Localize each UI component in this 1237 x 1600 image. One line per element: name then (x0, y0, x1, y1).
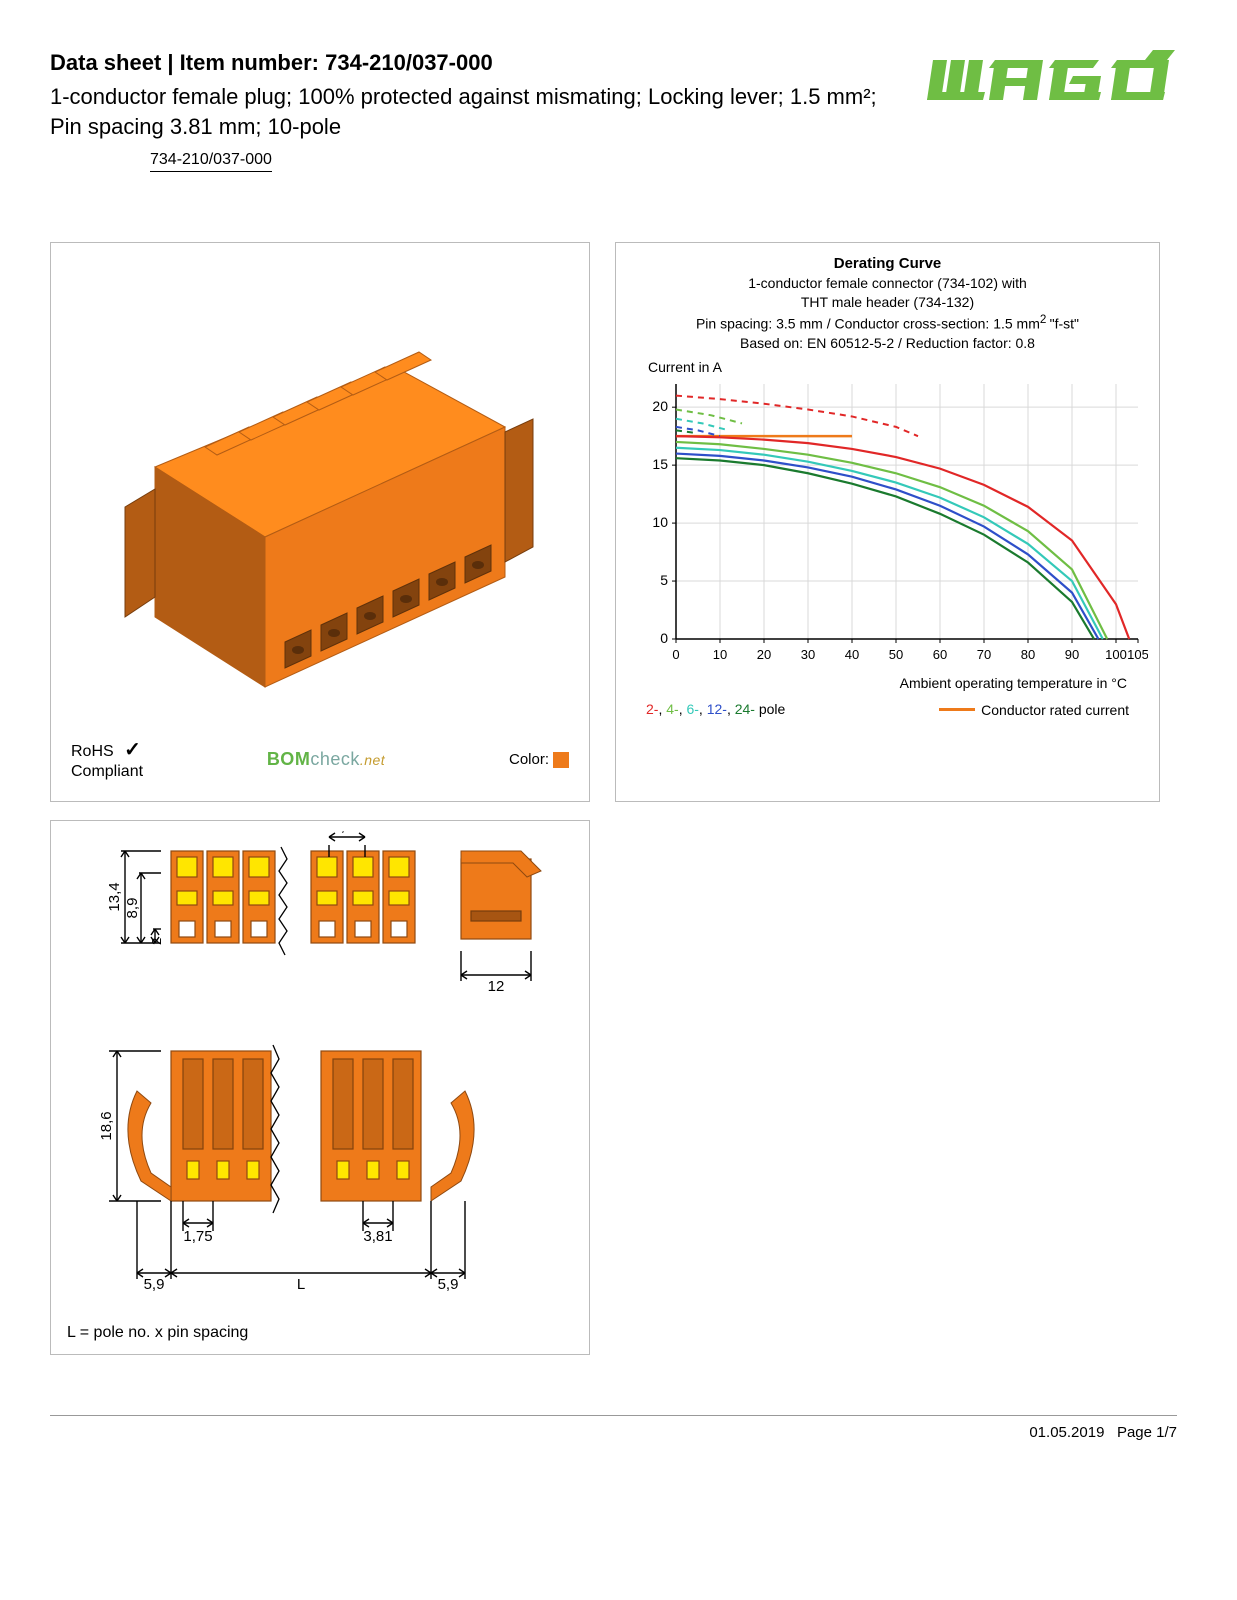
chart-legend: 2-, 4-, 6-, 12-, 24- pole Conductor rate… (628, 701, 1147, 719)
rohs-compliant: Compliant (71, 763, 143, 780)
legend-rated: Conductor rated current (939, 702, 1129, 718)
dimensions-drawing: 13,48,9 2 3,81 12 18,6 1,75 3,81 5,9 L 5,9 (61, 831, 571, 1301)
svg-text:2: 2 (149, 938, 164, 945)
legend-rated-label: Conductor rated current (981, 702, 1129, 718)
svg-text:30: 30 (801, 647, 815, 662)
rohs-badge: RoHS ✓ Compliant (71, 738, 143, 781)
rohs-text: RoHS (71, 743, 114, 760)
product-panel: RoHS ✓ Compliant BOMcheck.net Color: (50, 242, 590, 802)
title-line: Data sheet | Item number: 734-210/037-00… (50, 50, 887, 76)
svg-text:70: 70 (977, 647, 991, 662)
footer-date: 01.05.2019 (1029, 1424, 1104, 1441)
svg-text:0: 0 (660, 630, 668, 646)
header: Data sheet | Item number: 734-210/037-00… (50, 50, 1177, 172)
svg-text:L: L (297, 1276, 305, 1293)
footer-page: Page 1/7 (1117, 1424, 1177, 1441)
svg-text:13,4: 13,4 (106, 883, 123, 912)
wago-logo (927, 50, 1177, 115)
page-footer: 01.05.2019 Page 1/7 (50, 1415, 1177, 1441)
derating-chart: 0 5 10 15 20 0 10 20 30 40 50 60 70 80 90 100105 (628, 379, 1148, 669)
svg-text:8,9: 8,9 (124, 898, 141, 919)
bom-text: BOM (267, 749, 311, 769)
chart-panel: Derating Curve 1-conductor female connec… (615, 242, 1160, 802)
svg-text:105: 105 (1127, 647, 1148, 662)
chart-title: Derating Curve (628, 255, 1147, 272)
svg-text:3,81: 3,81 (363, 1228, 392, 1245)
svg-text:20: 20 (757, 647, 771, 662)
svg-text:40: 40 (845, 647, 859, 662)
description: 1-conductor female plug; 100% protected … (50, 82, 887, 141)
svg-text:5: 5 (660, 572, 668, 588)
badges-row: RoHS ✓ Compliant BOMcheck.net Color: (63, 738, 577, 789)
svg-text:18,6: 18,6 (98, 1112, 115, 1141)
svg-text:5,9: 5,9 (438, 1276, 459, 1293)
svg-text:1,75: 1,75 (183, 1228, 212, 1245)
rated-line-icon (939, 708, 975, 711)
color-label: Color: (509, 751, 569, 768)
header-text: Data sheet | Item number: 734-210/037-00… (50, 50, 927, 172)
svg-text:50: 50 (889, 647, 903, 662)
svg-text:90: 90 (1065, 647, 1079, 662)
dim-note: L = pole no. x pin spacing (67, 1324, 579, 1342)
svg-text:12: 12 (488, 978, 505, 995)
x-axis-label: Ambient operating temperature in °C (628, 675, 1127, 691)
svg-text:5,9: 5,9 (144, 1276, 165, 1293)
dimensions-panel: 13,48,9 2 3,81 12 18,6 1,75 3,81 5,9 L 5,9 L = po… (50, 820, 590, 1355)
y-axis-label: Current in A (648, 359, 1147, 375)
item-number: 734-210/037-000 (325, 50, 493, 75)
color-text: Color: (509, 751, 549, 768)
net-text: .net (360, 752, 385, 768)
check-text: check (310, 749, 360, 769)
bomcheck-badge: BOMcheck.net (267, 749, 385, 770)
title-prefix: Data sheet | Item number: (50, 50, 325, 75)
svg-text:0: 0 (672, 647, 679, 662)
product-image (63, 255, 577, 738)
svg-text:10: 10 (713, 647, 727, 662)
svg-text:100: 100 (1105, 647, 1127, 662)
svg-text:80: 80 (1021, 647, 1035, 662)
part-link[interactable]: 734-210/037-000 (150, 151, 272, 172)
svg-text:10: 10 (652, 514, 668, 530)
top-panels: RoHS ✓ Compliant BOMcheck.net Color: Der… (50, 242, 1177, 802)
svg-text:15: 15 (652, 456, 668, 472)
svg-text:20: 20 (652, 398, 668, 414)
svg-text:60: 60 (933, 647, 947, 662)
legend-poles: 2-, 4-, 6-, 12-, 24- pole (646, 701, 785, 719)
color-swatch (553, 752, 569, 768)
check-icon: ✓ (124, 739, 141, 761)
chart-subtitle: 1-conductor female connector (734-102) w… (628, 274, 1147, 352)
svg-text:3,81: 3,81 (332, 831, 361, 835)
